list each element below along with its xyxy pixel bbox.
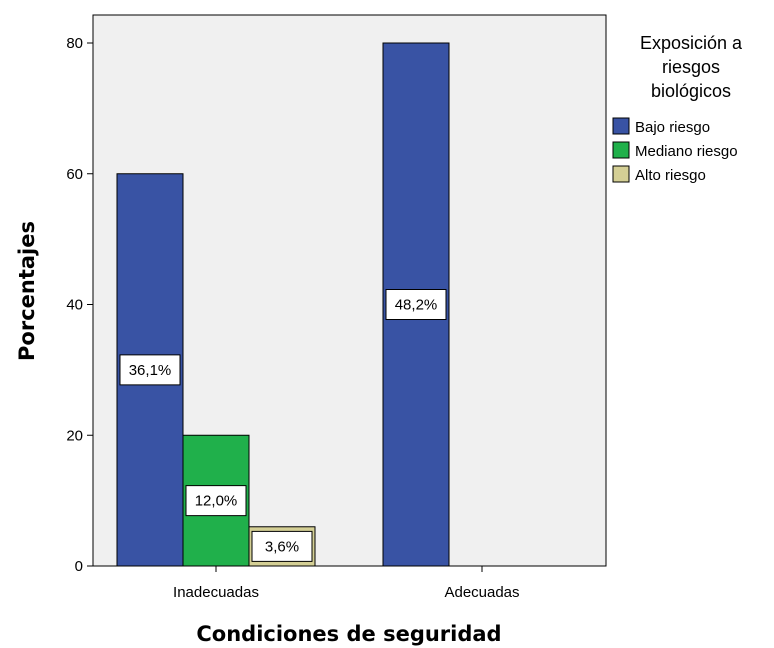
y-tick-label-0: 0 xyxy=(75,558,83,575)
data-label-text: 3,6% xyxy=(265,538,299,555)
y-axis-title: Porcentajes xyxy=(15,221,39,361)
data-label-alto-riesgo-inadecuadas: 3,6% xyxy=(251,530,313,562)
legend: Exposición a riesgos biológicos Bajo rie… xyxy=(612,33,743,184)
x-tick-label-inadecuadas: Inadecuadas xyxy=(173,584,259,601)
legend-swatch-bajo-riesgo xyxy=(612,117,630,135)
data-label-box xyxy=(251,530,313,562)
data-label-bajo-riesgo-inadecuadas: 36,1% xyxy=(119,354,181,386)
data-label-text: 48,2% xyxy=(395,297,438,314)
data-labels-group: 36,1% 48,2% 12,0% 3,6% xyxy=(119,289,447,562)
legend-label-mediano-riesgo: Mediano riesgo xyxy=(635,143,738,160)
legend-label-bajo-riesgo: Bajo riesgo xyxy=(635,119,710,136)
x-axis-title: Condiciones de seguridad xyxy=(196,622,501,646)
x-tick-label-adecuadas: Adecuadas xyxy=(444,584,519,601)
legend-label-alto-riesgo: Alto riesgo xyxy=(635,167,706,184)
data-label-box xyxy=(119,354,181,386)
data-label-text: 12,0% xyxy=(195,493,238,510)
y-tick-label-80: 80 xyxy=(66,35,83,52)
y-tick-label-40: 40 xyxy=(66,297,83,314)
data-label-mediano-riesgo-inadecuadas: 12,0% xyxy=(185,485,247,517)
legend-title-line-2: riesgos xyxy=(662,57,720,77)
axes-group: 0 20 40 60 80 Inadecuadas Adecuadas xyxy=(66,15,520,601)
y-tick-label-60: 60 xyxy=(66,166,83,183)
legend-title-line-1: Exposición a xyxy=(640,33,743,53)
data-label-text: 36,1% xyxy=(129,362,172,379)
y-tick-label-20: 20 xyxy=(66,427,83,444)
data-label-box xyxy=(185,485,247,517)
data-label-bajo-riesgo-adecuadas: 48,2% xyxy=(385,289,447,320)
data-label-box xyxy=(385,289,447,320)
legend-title-line-3: biológicos xyxy=(651,81,731,101)
legend-swatch-mediano-riesgo xyxy=(612,141,630,159)
legend-swatch-alto-riesgo xyxy=(612,165,630,183)
legend-items: Bajo riesgo Mediano riesgo Alto riesgo xyxy=(612,117,738,184)
